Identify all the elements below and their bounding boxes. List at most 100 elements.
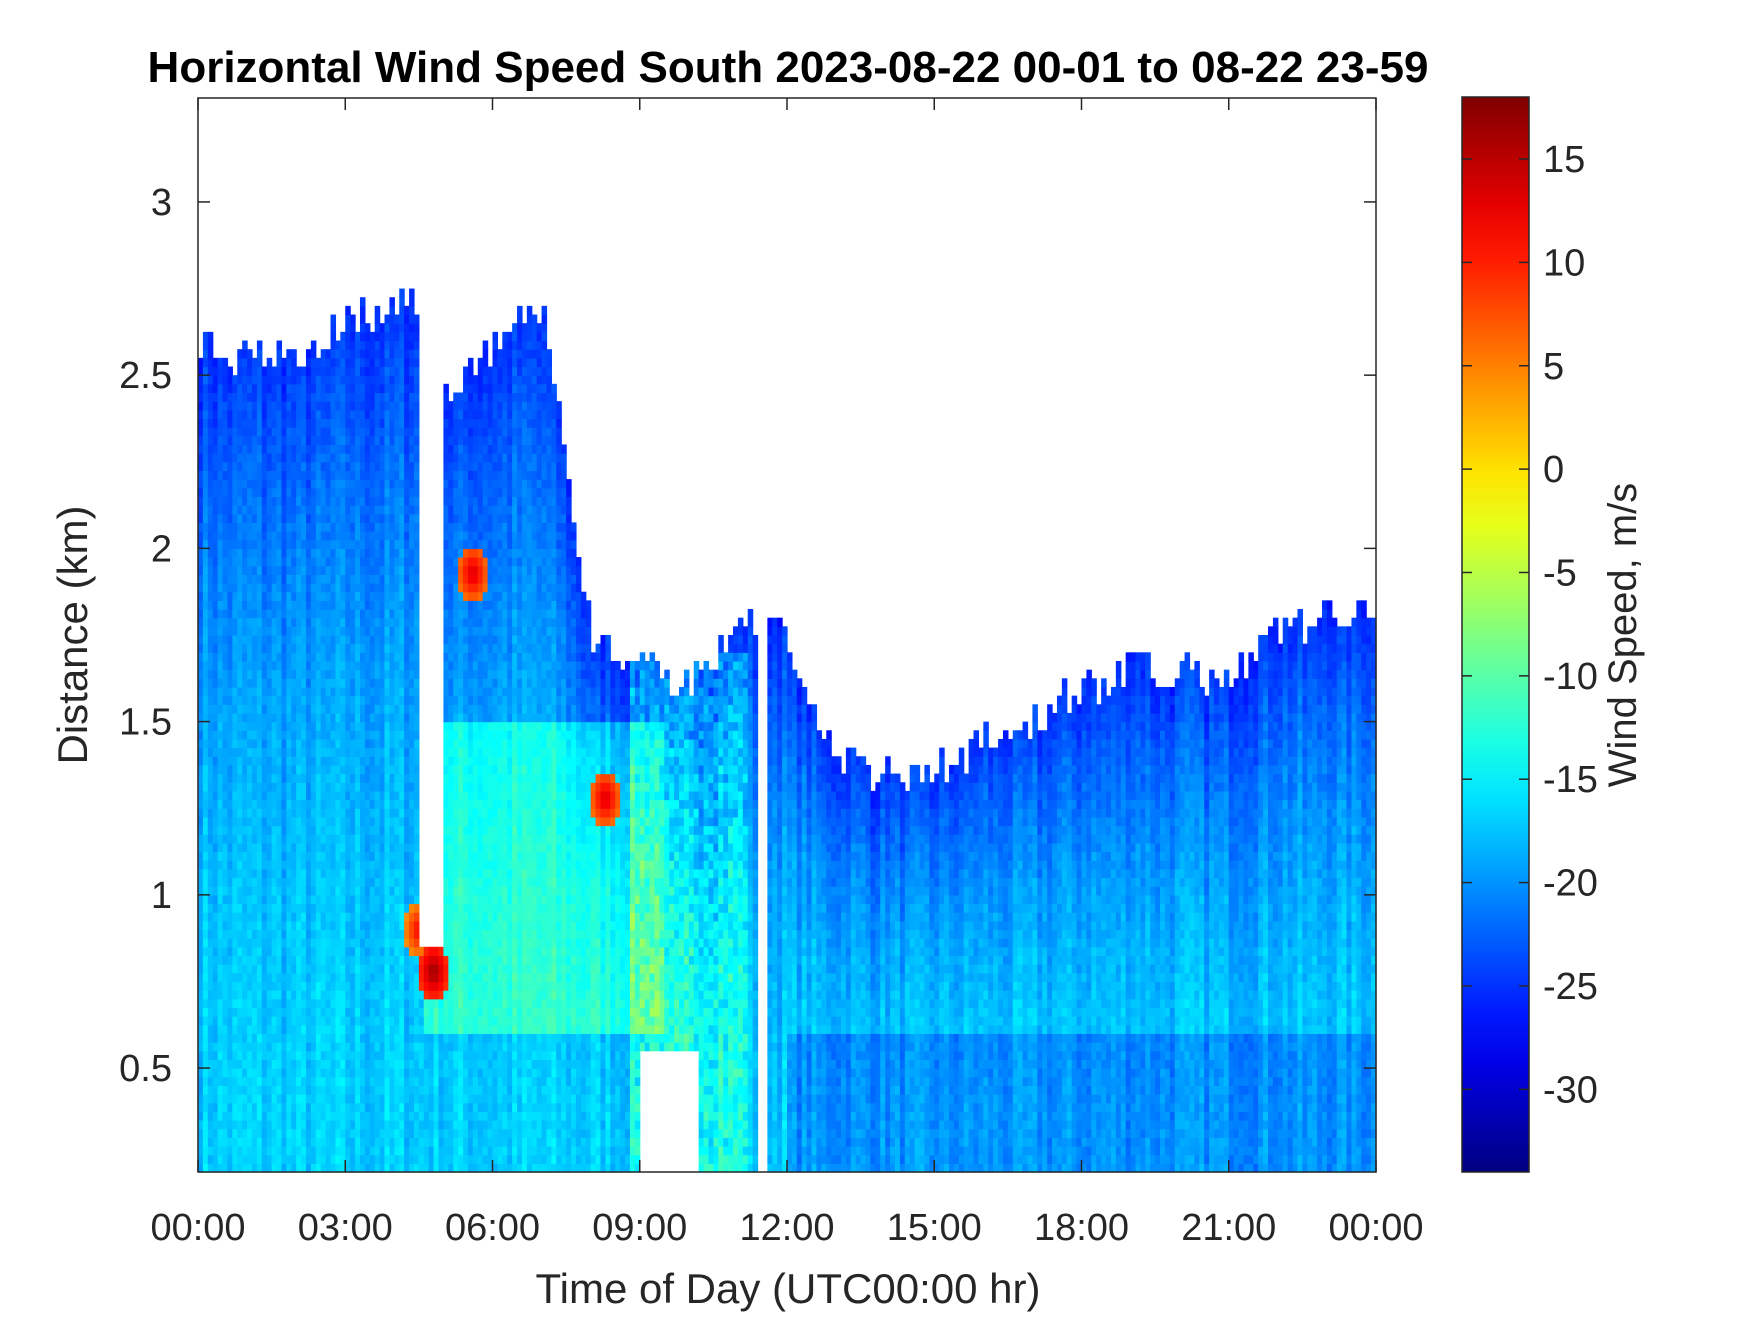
heatmap-cell (267, 678, 273, 687)
heatmap-cell (262, 1051, 268, 1060)
heatmap-cell (213, 453, 219, 462)
heatmap-cell (360, 488, 366, 497)
heatmap-cell (252, 626, 258, 635)
heatmap-cell (218, 687, 224, 696)
heatmap-cell (453, 1111, 459, 1120)
heatmap-cell (311, 826, 317, 835)
heatmap-cell (262, 774, 268, 783)
heatmap-cell (355, 488, 361, 497)
heatmap-cell (463, 904, 469, 913)
heatmap-cell (458, 791, 464, 800)
heatmap-cell (409, 1155, 415, 1164)
heatmap-cell (277, 592, 283, 601)
heatmap-cell (409, 1025, 415, 1034)
heatmap-cell (414, 436, 420, 445)
heatmap-cell (237, 800, 243, 809)
heatmap-cell (242, 522, 248, 531)
heatmap-cell (321, 843, 327, 852)
heatmap-cell (272, 392, 278, 401)
heatmap-cell (389, 878, 395, 887)
heatmap-cell (409, 912, 415, 921)
heatmap-cell (399, 1146, 405, 1155)
heatmap-cell (370, 496, 376, 505)
heatmap-cell (198, 904, 204, 913)
heatmap-cell (340, 713, 346, 722)
heatmap-cell (218, 878, 224, 887)
heatmap-cell (267, 765, 273, 774)
heatmap-cell (439, 981, 445, 990)
heatmap-cell (365, 496, 371, 505)
heatmap-cell (286, 678, 292, 687)
heatmap-cell (257, 1094, 263, 1103)
heatmap-cell (267, 505, 273, 514)
heatmap-cell (237, 782, 243, 791)
heatmap-cell (399, 297, 405, 306)
heatmap-cell (331, 583, 337, 592)
heatmap-cell (208, 739, 214, 748)
heatmap-cell (237, 713, 243, 722)
heatmap-cell (242, 800, 248, 809)
heatmap-cell (370, 921, 376, 930)
heatmap-cell (316, 618, 322, 627)
heatmap-cell (375, 678, 381, 687)
heatmap-cell (223, 704, 229, 713)
heatmap-cell (335, 1068, 341, 1077)
heatmap-cell (385, 929, 391, 938)
heatmap-cell (291, 852, 297, 861)
heatmap-cell (375, 990, 381, 999)
heatmap-cell (223, 748, 229, 757)
heatmap-cell (291, 644, 297, 653)
heatmap-cell (286, 713, 292, 722)
heatmap-cell (296, 635, 302, 644)
heatmap-cell (286, 756, 292, 765)
heatmap-cell (232, 756, 238, 765)
heatmap-cell (414, 618, 420, 627)
heatmap-cell (375, 869, 381, 878)
heatmap-cell (394, 678, 400, 687)
heatmap-cell (291, 514, 297, 523)
heatmap-cell (281, 392, 287, 401)
heatmap-cell (365, 358, 371, 367)
heatmap-cell (345, 496, 351, 505)
heatmap-cell (281, 869, 287, 878)
heatmap-cell (399, 505, 405, 514)
heatmap-cell (350, 713, 356, 722)
heatmap-cell (277, 1059, 283, 1068)
heatmap-cell (414, 661, 420, 670)
heatmap-cell (331, 1111, 337, 1120)
heatmap-cell (375, 479, 381, 488)
heatmap-cell (468, 791, 474, 800)
heatmap-cell (281, 878, 287, 887)
heatmap-cell (360, 635, 366, 644)
heatmap-cell (370, 843, 376, 852)
heatmap-cell (316, 367, 322, 376)
heatmap-cell (203, 730, 209, 739)
heatmap-cell (252, 444, 258, 453)
heatmap-cell (257, 505, 263, 514)
heatmap-cell (296, 990, 302, 999)
heatmap-cell (443, 583, 449, 592)
heatmap-cell (414, 756, 420, 765)
heatmap-cell (242, 696, 248, 705)
heatmap-cell (262, 626, 268, 635)
heatmap-cell (198, 722, 204, 731)
heatmap-cell (306, 1094, 312, 1103)
heatmap-cell (331, 730, 337, 739)
heatmap-cell (257, 687, 263, 696)
heatmap-cell (237, 670, 243, 679)
heatmap-cell (227, 800, 233, 809)
heatmap-cell (448, 1068, 454, 1077)
heatmap-cell (257, 947, 263, 956)
heatmap-cell (389, 1025, 395, 1034)
heatmap-cell (345, 843, 351, 852)
heatmap-cell (281, 618, 287, 627)
heatmap-cell (360, 600, 366, 609)
heatmap-cell (321, 1042, 327, 1051)
heatmap-cell (331, 1094, 337, 1103)
heatmap-cell (286, 644, 292, 653)
heatmap-cell (385, 730, 391, 739)
heatmap-cell (198, 973, 204, 982)
heatmap-cell (399, 462, 405, 471)
heatmap-cell (414, 1068, 420, 1077)
heatmap-cell (306, 531, 312, 540)
